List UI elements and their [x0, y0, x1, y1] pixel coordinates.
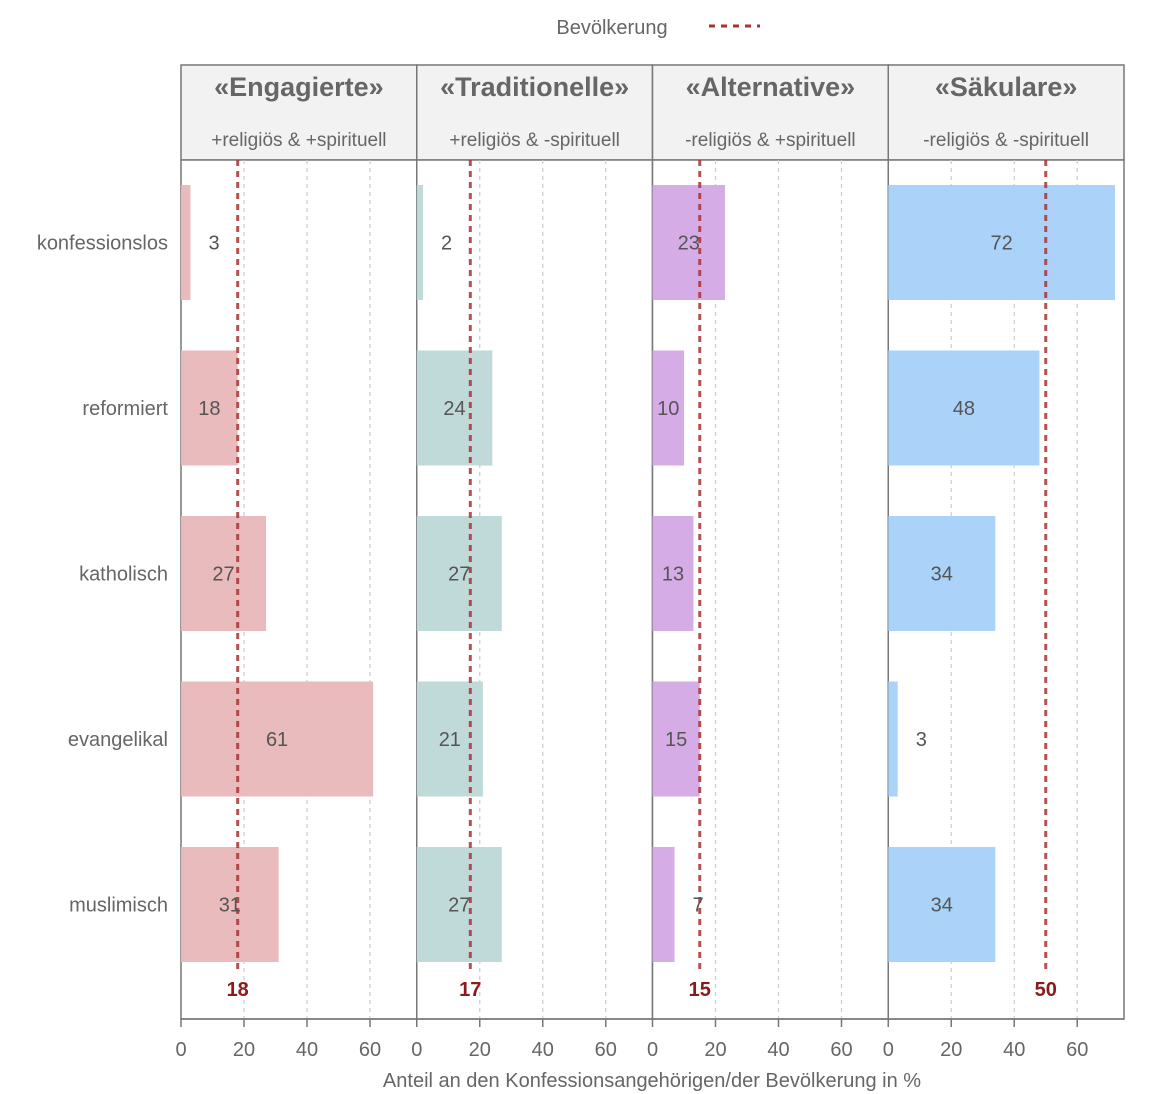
bar	[888, 681, 898, 797]
panel-strip	[416, 64, 654, 161]
x-tick-label: 40	[532, 1039, 554, 1061]
population-value-label: 15	[689, 979, 711, 1001]
x-tick-label: 0	[647, 1039, 658, 1061]
panel-title: «Traditionelle»	[440, 72, 629, 102]
bar-value-label: 27	[212, 564, 234, 586]
bar	[416, 185, 424, 300]
bar	[652, 847, 675, 962]
x-axis-title: Anteil an den Konfessionsangehörigen/der…	[383, 1070, 921, 1092]
x-tick-label: 40	[296, 1039, 318, 1061]
x-tick-label: 20	[704, 1039, 726, 1061]
bar	[652, 516, 694, 631]
bar	[181, 350, 238, 466]
population-value-label: 50	[1035, 979, 1057, 1001]
bar-value-label: 13	[662, 564, 684, 586]
bar	[416, 681, 483, 797]
panel-strip	[887, 64, 1125, 161]
panel-title: «Alternative»	[686, 72, 856, 102]
bar-value-label: 61	[266, 729, 288, 751]
bar	[416, 516, 502, 631]
panel-subtitle: +religiös & -spirituell	[449, 130, 620, 151]
bar-value-label: 23	[678, 233, 700, 255]
bar-value-label: 3	[916, 729, 927, 751]
bar	[888, 847, 996, 962]
y-tick-label: katholisch	[79, 564, 168, 586]
bar-value-label: 7	[693, 895, 704, 917]
x-tick-label: 60	[1066, 1039, 1088, 1061]
bar-value-label: 34	[931, 564, 953, 586]
bar	[416, 847, 502, 962]
bar	[181, 681, 374, 797]
panel-subtitle: +religiös & +spirituell	[211, 130, 386, 151]
x-tick-label: 0	[411, 1039, 422, 1061]
x-tick-label: 20	[469, 1039, 491, 1061]
panel-subtitle: -religiös & +spirituell	[685, 130, 856, 151]
bar-value-label: 21	[439, 729, 461, 751]
x-tick-label: 60	[830, 1039, 852, 1061]
bar	[181, 185, 191, 300]
bar-value-label: 15	[665, 729, 687, 751]
panel-subtitle: -religiös & -spirituell	[923, 130, 1089, 151]
x-tick-label: 40	[767, 1039, 789, 1061]
bar-value-label: 48	[953, 398, 975, 420]
bar-value-label: 31	[219, 895, 241, 917]
x-tick-label: 40	[1003, 1039, 1025, 1061]
x-tick-label: 0	[883, 1039, 894, 1061]
bar-value-label: 34	[931, 895, 953, 917]
population-value-label: 17	[459, 979, 481, 1001]
bar	[416, 350, 493, 466]
bar-value-label: 2	[441, 233, 452, 255]
bar-value-label: 27	[448, 564, 470, 586]
bar	[888, 516, 996, 631]
y-tick-label: muslimisch	[69, 895, 168, 917]
x-tick-label: 60	[595, 1039, 617, 1061]
y-tick-label: evangelikal	[68, 729, 168, 751]
y-tick-label: reformiert	[82, 398, 168, 420]
x-tick-label: 60	[359, 1039, 381, 1061]
bar-value-label: 27	[448, 895, 470, 917]
population-value-label: 18	[227, 979, 249, 1001]
bar	[652, 350, 684, 466]
bar-value-label: 3	[208, 233, 219, 255]
panel-title: «Engagierte»	[214, 72, 384, 102]
x-tick-label: 0	[175, 1039, 186, 1061]
y-tick-label: konfessionslos	[37, 233, 168, 255]
bar-value-label: 24	[443, 398, 465, 420]
bar	[181, 516, 267, 631]
bar	[888, 350, 1040, 466]
bar	[652, 185, 725, 300]
panel-strip	[651, 64, 889, 161]
bar	[888, 185, 1116, 300]
bar-value-label: 10	[657, 398, 679, 420]
panel-title: «Säkulare»	[935, 72, 1078, 102]
bar-value-label: 18	[198, 398, 220, 420]
x-tick-label: 20	[940, 1039, 962, 1061]
bar	[652, 681, 700, 797]
legend-label: Bevölkerung	[556, 17, 667, 39]
bar	[181, 847, 279, 962]
bar-value-label: 72	[991, 233, 1013, 255]
x-tick-label: 20	[233, 1039, 255, 1061]
